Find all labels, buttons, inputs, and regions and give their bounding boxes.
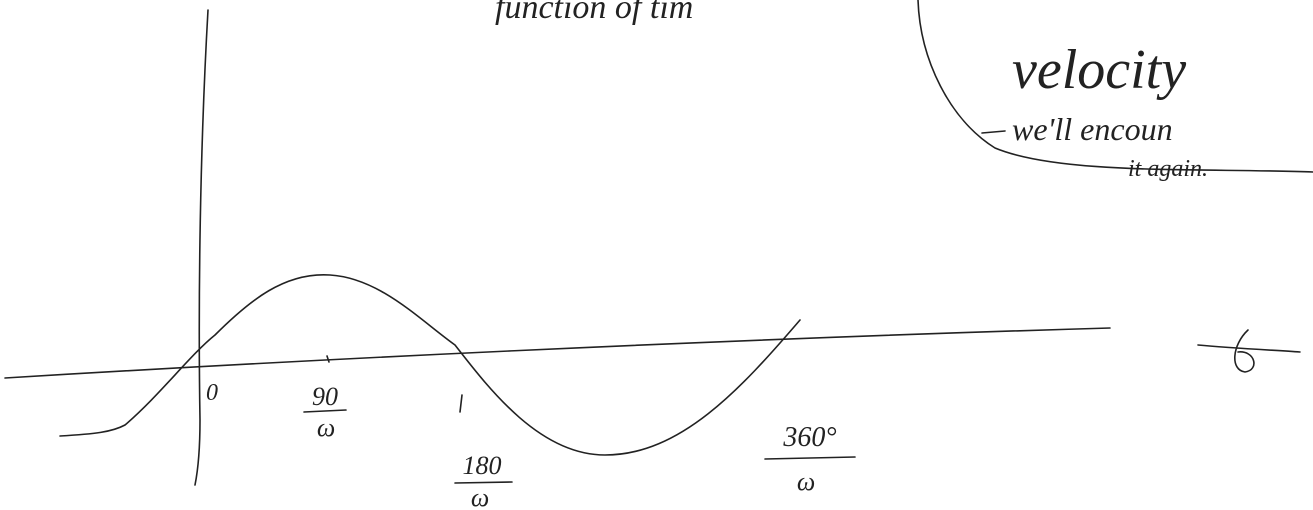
note-sheet: function of tim velocity we'll encoun it… [0,0,1313,510]
tick-denominator: ω [797,467,815,496]
tick-denominator: ω [471,483,489,510]
origin-label: 0 [206,380,218,406]
tick-numerator: 90 [312,382,338,411]
page: function of tim velocity we'll encoun it… [0,0,1313,510]
note-text: function of tim [495,0,693,26]
note-text: it again. [1128,156,1208,182]
tick-numerator: 360° [782,422,836,453]
tick-numerator: 180 [463,451,502,480]
note-text: velocity [1012,39,1186,101]
tick-denominator: ω [317,413,335,442]
note-text: we'll encoun [1012,111,1173,147]
